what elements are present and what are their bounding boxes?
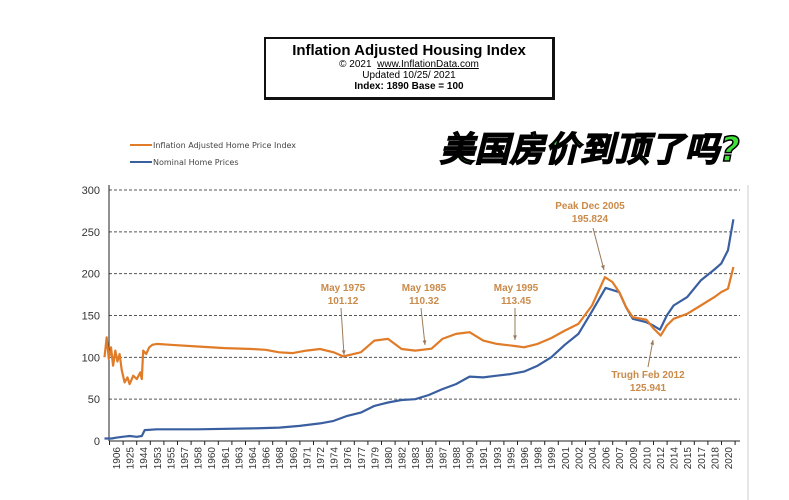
arrowhead-icon [422, 340, 427, 345]
arrowhead-icon [341, 350, 346, 355]
annotation-label: Peak Dec 2005 [555, 201, 625, 212]
x-tick-label: 1971 [302, 447, 313, 470]
website-link[interactable]: www.InflationData.com [377, 59, 479, 70]
x-tick-label: 1991 [479, 447, 490, 470]
x-tick-label: 2007 [615, 447, 626, 470]
x-tick-label: 1996 [520, 447, 531, 470]
legend-label: Nominal Home Prices [153, 158, 238, 167]
copyright: © 2021 [339, 59, 372, 70]
x-tick-label: 1964 [248, 447, 259, 470]
x-tick-label: 2010 [642, 447, 653, 470]
inflation-adjusted-line [103, 266, 735, 386]
annotation-arrow [420, 307, 426, 346]
x-tick-label: 2017 [697, 447, 708, 470]
chart-title: Inflation Adjusted Housing Index [292, 42, 526, 59]
x-tick-label: 1977 [357, 447, 368, 470]
x-tick-label: 2001 [561, 447, 572, 470]
annotation-label: Trugh Feb 2012 [611, 370, 685, 381]
x-tick-label: 1972 [316, 447, 327, 470]
x-tick-label: 1980 [384, 447, 395, 470]
annotation-value: 195.824 [572, 214, 609, 225]
y-tick-label: 150 [82, 311, 100, 323]
y-tick-label: 200 [82, 269, 100, 281]
annotation-value: 101.12 [328, 296, 359, 307]
y-tick-label: 50 [88, 394, 100, 406]
x-tick-label: 1993 [493, 447, 504, 470]
y-tick-label: 0 [94, 436, 100, 448]
x-tick-label: 2015 [683, 447, 694, 470]
x-tick-label: 1958 [194, 447, 205, 470]
x-tick-label: 2018 [710, 447, 721, 470]
x-tick-label: 2012 [656, 447, 667, 470]
annotation-label: May 1985 [402, 283, 447, 294]
x-tick-label: 1982 [398, 447, 409, 470]
arrowhead-icon [600, 265, 605, 270]
x-tick-label: 1968 [275, 447, 286, 470]
x-tick-label: 1955 [166, 447, 177, 470]
annotation-value: 125.941 [630, 383, 667, 394]
y-tick-label: 100 [82, 352, 100, 364]
x-tick-label: 2006 [602, 447, 613, 470]
x-tick-label: 2009 [629, 447, 640, 470]
x-tick-label: 1998 [534, 447, 545, 470]
nominal-line [104, 219, 735, 440]
x-tick-label: 1988 [452, 447, 463, 470]
overlay-caption: 美国房价到顶了吗? [439, 129, 741, 171]
legend-label: Inflation Adjusted Home Price Index [153, 141, 296, 150]
x-tick-label: 1995 [506, 447, 517, 470]
x-tick-label: 1979 [370, 447, 381, 470]
x-tick-label: 1960 [207, 447, 218, 470]
chart-title-box: Inflation Adjusted Housing Index © 2021 … [264, 37, 555, 100]
y-tick-label: 250 [82, 227, 100, 239]
x-tick-label: 1957 [180, 447, 191, 470]
annotation-arrow [592, 227, 605, 271]
x-tick-label: 2020 [724, 447, 735, 470]
x-tick-label: 1987 [438, 447, 449, 470]
arrowhead-icon [513, 335, 517, 340]
x-tick-label: 1969 [289, 447, 300, 470]
x-tick-label: 2004 [588, 447, 599, 470]
x-tick-label: 1990 [466, 447, 477, 470]
x-tick-label: 1966 [262, 447, 273, 470]
annotation-value: 113.45 [501, 296, 531, 307]
y-tick-label: 300 [82, 185, 100, 197]
x-tick-label: 1953 [153, 447, 164, 470]
annotation-label: May 1995 [494, 283, 539, 294]
x-tick-label: 1976 [343, 447, 354, 470]
arrowhead-icon [650, 340, 655, 345]
index-note: Index: 1890 Base = 100 [354, 81, 464, 92]
x-tick-label: 1999 [547, 447, 558, 470]
x-tick-label: 1906 [112, 447, 123, 470]
x-tick-label: 1963 [234, 447, 245, 470]
annotation-label: May 1975 [321, 283, 366, 294]
annotation-arrow [340, 307, 345, 356]
x-tick-label: 1974 [330, 447, 341, 470]
x-tick-label: 1961 [221, 447, 232, 470]
x-tick-label: 1925 [126, 447, 137, 470]
x-tick-label: 1944 [139, 447, 150, 470]
x-tick-label: 2014 [670, 447, 681, 470]
x-tick-label: 1985 [425, 447, 436, 470]
x-tick-label: 2002 [574, 447, 585, 470]
x-tick-label: 1983 [411, 447, 422, 470]
annotation-value: 110.32 [409, 296, 439, 307]
updated-date: Updated 10/25/ 2021 [362, 70, 456, 81]
